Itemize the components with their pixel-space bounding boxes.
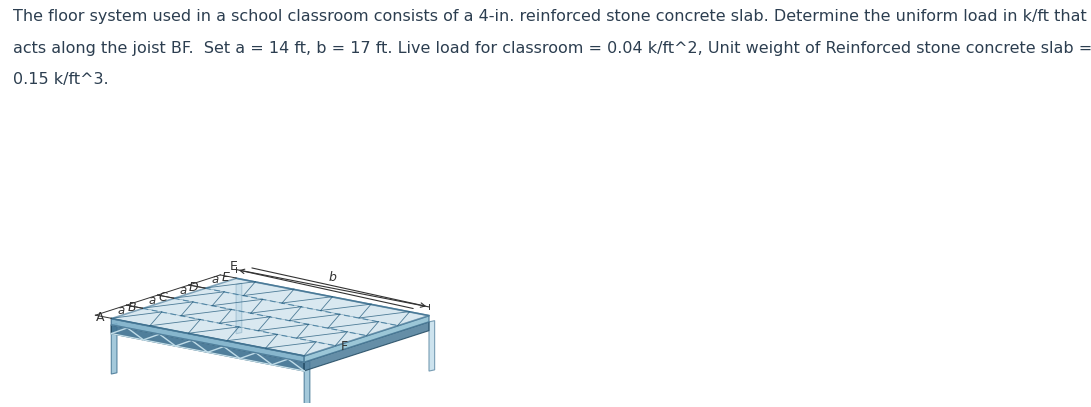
Text: a: a: [212, 274, 218, 287]
Text: acts along the joist BF.  Set a = 14 ft, b = 17 ft. Live load for classroom = 0.: acts along the joist BF. Set a = 14 ft, …: [13, 41, 1091, 56]
Polygon shape: [111, 278, 429, 356]
Text: The floor system used in a school classroom consists of a 4-in. reinforced stone: The floor system used in a school classr…: [13, 9, 1087, 24]
Polygon shape: [111, 324, 117, 374]
Text: A: A: [96, 311, 105, 324]
Polygon shape: [304, 361, 310, 407]
Text: E: E: [230, 260, 238, 273]
Polygon shape: [236, 283, 242, 334]
Polygon shape: [429, 321, 434, 371]
Text: a: a: [180, 284, 188, 297]
Polygon shape: [111, 325, 304, 371]
Polygon shape: [304, 316, 429, 362]
Text: b: b: [328, 271, 336, 284]
Text: E: E: [221, 271, 229, 284]
Text: B: B: [128, 301, 136, 314]
Text: 0.15 k/ft^3.: 0.15 k/ft^3.: [13, 72, 109, 88]
Text: a: a: [148, 293, 156, 306]
Text: a: a: [118, 304, 124, 317]
Text: C: C: [158, 291, 167, 304]
Text: D: D: [189, 281, 199, 294]
Polygon shape: [111, 319, 304, 362]
Text: F: F: [340, 340, 348, 353]
Polygon shape: [304, 322, 429, 371]
